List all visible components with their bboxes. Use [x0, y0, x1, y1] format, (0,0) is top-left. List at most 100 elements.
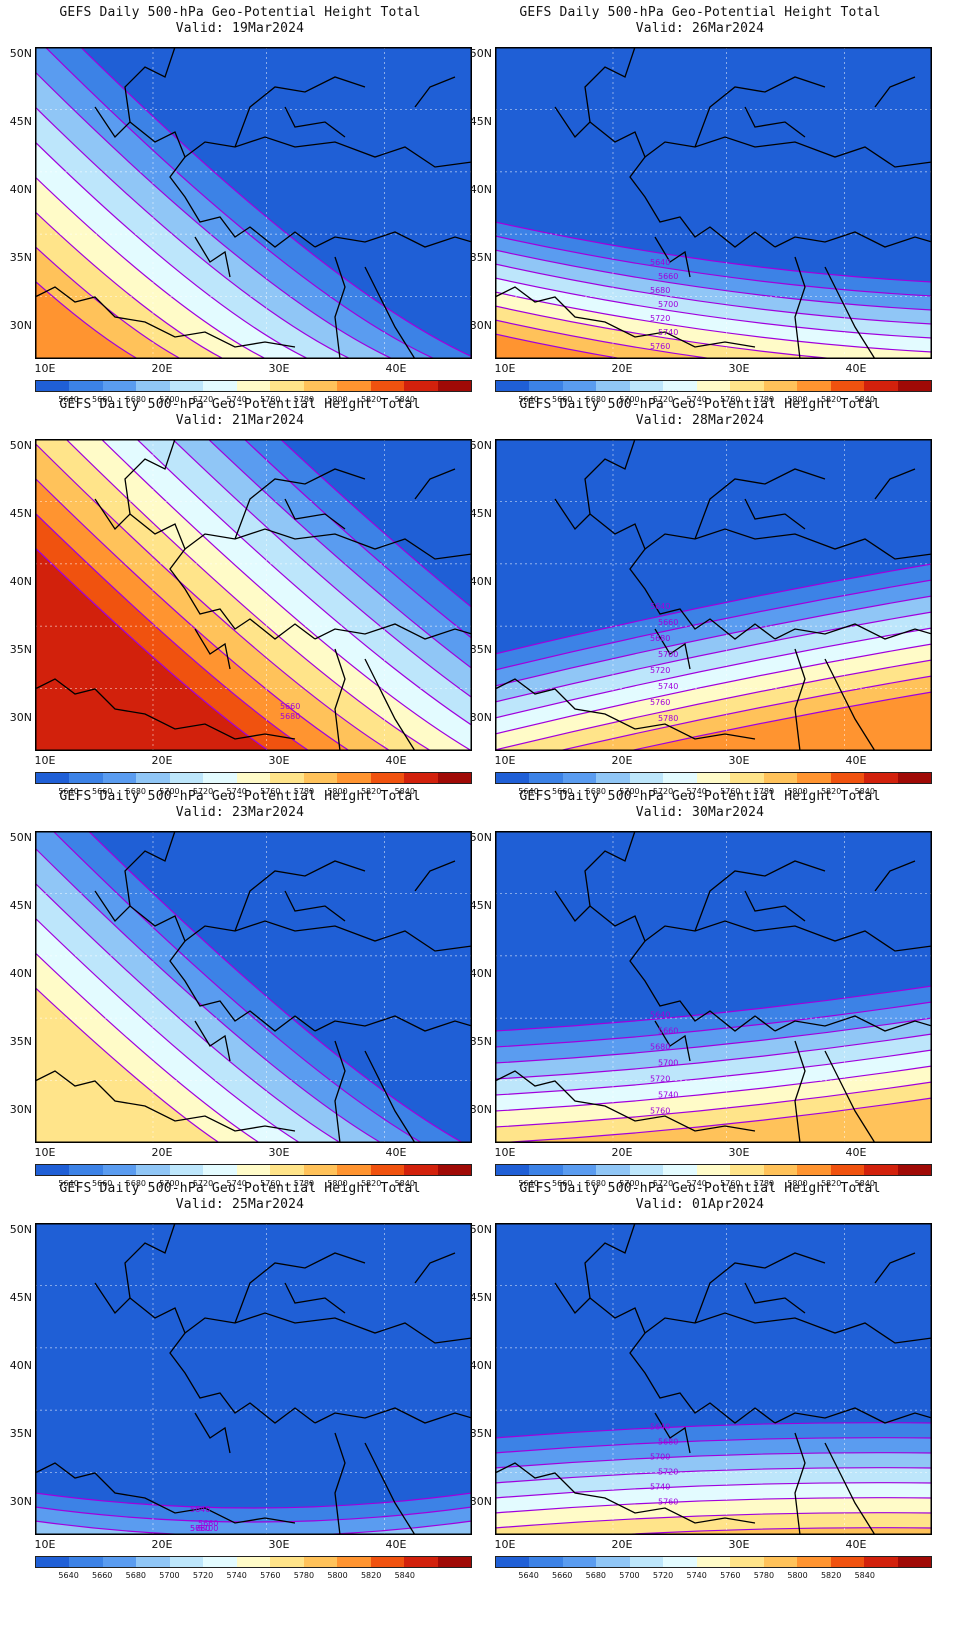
colorbar-swatch — [136, 773, 170, 783]
colorbar-label: 5660 — [552, 1571, 573, 1580]
contour-label: 5700 — [658, 1059, 678, 1068]
map-svg: 5640 5660 5680 5700 5720 5740 5760 5780 — [495, 439, 932, 751]
contour-line — [495, 627, 932, 719]
contour-line — [495, 659, 932, 751]
colorbar-label: 5760 — [720, 395, 741, 404]
colorbar-swatch — [36, 1557, 70, 1567]
colorbar-label: 5660 — [92, 395, 113, 404]
map-svg: 5640 5660 5680 5700 5720 5740 5760 — [495, 47, 932, 359]
colorbar-label: 5780 — [293, 1179, 315, 1188]
map-panel: GEFS Daily 500-hPa Geo-Potential Height … — [0, 1176, 480, 1586]
panel-valid-date: Valid: 21Mar2024 — [175, 413, 305, 428]
contour-label: 5720 — [650, 666, 670, 675]
contour-label: 5640 — [650, 1423, 670, 1432]
colorbar-swatch — [562, 1165, 597, 1175]
panel-title: GEFS Daily 500-hPa Geo-Potential Height … — [519, 5, 881, 20]
coastline — [495, 1070, 756, 1132]
lat-label: 45N — [469, 1291, 492, 1304]
colorbar-label: 5640 — [58, 787, 79, 796]
lat-label: 50N — [9, 47, 32, 60]
panel-valid-date: Valid: 26Mar2024 — [635, 21, 765, 36]
contour-line — [100, 439, 472, 751]
coastline — [284, 890, 346, 922]
colorbar-swatch — [169, 1557, 204, 1567]
colorbar-swatch — [102, 1165, 137, 1175]
colorbar-label: 5780 — [293, 1571, 315, 1580]
coastline — [495, 678, 756, 740]
colorbar-label: 5840 — [394, 395, 415, 404]
colorbar-swatch — [730, 773, 764, 783]
coastline — [744, 498, 806, 530]
map-svg — [35, 831, 472, 1143]
coastline — [774, 623, 932, 640]
colorbar-swatch — [36, 381, 70, 391]
contour-label: 5780 — [658, 714, 678, 723]
colorbar-swatch — [596, 381, 630, 391]
contour-line — [35, 105, 353, 359]
coastline — [234, 860, 366, 932]
coastline — [824, 266, 876, 359]
contour-line — [79, 47, 472, 358]
colorbar-label: 5820 — [360, 395, 382, 404]
contour-line — [35, 512, 311, 751]
lat-label: 35N — [469, 1427, 492, 1440]
colorbar — [495, 772, 932, 784]
contour-label: 5660 — [658, 1027, 678, 1036]
colorbar-swatch — [437, 773, 472, 783]
lon-label: 30E — [728, 754, 750, 767]
colorbar-swatch — [696, 381, 731, 391]
colorbar-swatch — [864, 1165, 898, 1175]
colorbar-label: 5720 — [192, 787, 214, 796]
map-frame — [495, 439, 932, 751]
panel-title: GEFS Daily 500-hPa Geo-Potential Height … — [519, 789, 881, 804]
panel-title: GEFS Daily 500-hPa Geo-Potential Height … — [519, 1181, 881, 1196]
height-map: 5640 5660 5680 5700 5720 5740 5760 5780 — [495, 439, 932, 751]
contour-label: 5760 — [190, 1524, 210, 1533]
lat-label: 45N — [469, 899, 492, 912]
lon-label: 20E — [611, 1538, 633, 1551]
colorbar-swatch — [797, 381, 831, 391]
contour-line — [626, 691, 932, 751]
lon-label: 20E — [151, 362, 173, 375]
lat-label: 35N — [469, 251, 492, 264]
contour-line — [35, 951, 261, 1143]
colorbar — [35, 1556, 472, 1568]
map-frame — [495, 1223, 932, 1535]
colorbar-label: 5700 — [159, 787, 180, 796]
colorbar-label: 5800 — [327, 395, 348, 404]
colorbar-label: 5800 — [327, 1179, 348, 1188]
coastline — [284, 1282, 346, 1314]
coastline — [314, 1015, 472, 1032]
colorbar-label: 5700 — [159, 1571, 180, 1580]
lon-label: 20E — [151, 1146, 173, 1159]
contour-line — [279, 439, 472, 609]
coastline — [654, 236, 691, 278]
height-band — [35, 987, 220, 1143]
colorbar-swatch — [730, 1557, 764, 1567]
colorbar-label: 5640 — [58, 395, 79, 404]
colorbar-swatch — [437, 1557, 472, 1567]
colorbar-label: 5700 — [159, 1179, 180, 1188]
height-band — [495, 1527, 932, 1535]
colorbar-label: 5820 — [820, 787, 842, 796]
lat-label: 45N — [469, 115, 492, 128]
lon-label: 30E — [728, 362, 750, 375]
coastline — [364, 658, 416, 751]
lon-label: 10E — [494, 362, 516, 375]
colorbar-swatch — [270, 381, 304, 391]
height-band — [35, 547, 270, 751]
lat-label: 30N — [469, 1103, 492, 1116]
colorbar-swatch — [203, 1165, 237, 1175]
colorbar-label: 5820 — [360, 787, 382, 796]
coastline — [824, 658, 876, 751]
colorbar-swatch — [529, 1165, 563, 1175]
colorbar-label: 5640 — [58, 1571, 79, 1580]
colorbar-swatch — [69, 773, 103, 783]
map-frame — [495, 47, 932, 359]
colorbar-label: 5780 — [753, 1179, 775, 1188]
lat-label: 50N — [469, 831, 492, 844]
contour-line — [495, 305, 844, 359]
lat-label: 30N — [9, 1103, 32, 1116]
colorbar-label: 5700 — [159, 395, 180, 404]
contour-label: 5660 — [658, 618, 678, 627]
